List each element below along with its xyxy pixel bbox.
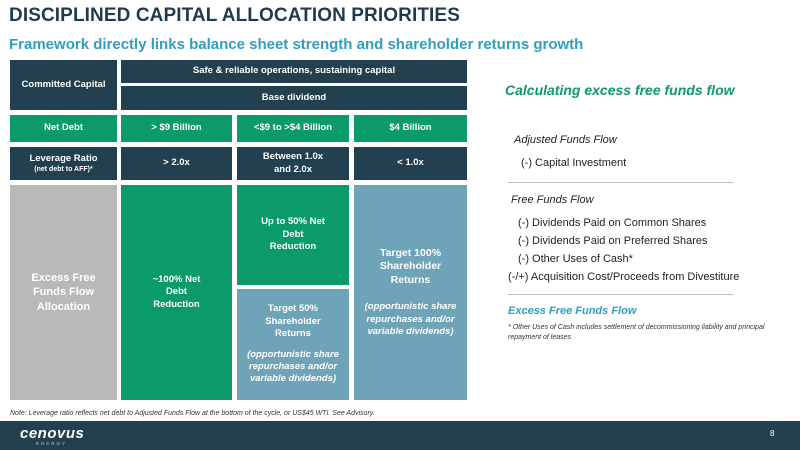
footer-bar <box>0 421 800 450</box>
dividends-common: (-) Dividends Paid on Common Shares <box>518 217 707 229</box>
dividends-preferred: (-) Dividends Paid on Preferred Shares <box>518 235 708 247</box>
other-uses-footnote: * Other Uses of Cash includes settlement… <box>508 324 765 341</box>
other-uses-of-cash: (-) Other Uses of Cash* <box>518 253 633 265</box>
base-dividend-bar: Base dividend <box>121 86 467 110</box>
alloc-up-to-50-net-debt: Up to 50% Net Debt Reduction <box>237 185 349 285</box>
net-debt-tier-2: <$9 to >$4 Billion <box>237 115 349 142</box>
capital-investment: (-) Capital Investment <box>521 157 627 169</box>
leverage-tier-1: > 2.0x <box>121 147 232 180</box>
leverage-note: Note: Leverage ratio reflects net debt t… <box>10 410 375 417</box>
leverage-tier-2: Between 1.0x and 2.0x <box>237 147 349 180</box>
acquisition-cost: (-/+) Acquisition Cost/Proceeds from Div… <box>508 271 740 283</box>
excess-free-funds-flow: Excess Free Funds Flow <box>508 305 637 317</box>
page-subtitle: Framework directly links balance sheet s… <box>9 36 584 53</box>
alloc-target-100-note: (opportunistic share repurchases and/or … <box>364 301 457 338</box>
net-debt-label: Net Debt <box>10 115 117 142</box>
leverage-tier-3: < 1.0x <box>354 147 467 180</box>
leverage-ratio-text: Leverage Ratio <box>29 152 98 164</box>
divider-1 <box>508 182 734 183</box>
alloc-target-100-returns: Target 100% Shareholder Returns (opportu… <box>354 185 467 400</box>
page-title: DISCIPLINED CAPITAL ALLOCATION PRIORITIE… <box>9 5 460 26</box>
leverage-ratio-subtext: (net debt to AFF)* <box>34 166 93 174</box>
net-debt-tier-1: > $9 Billion <box>121 115 232 142</box>
committed-capital-label: Committed Capital <box>10 60 117 110</box>
alloc-target-50-text: Target 50% Shareholder Returns <box>265 303 321 340</box>
cenovus-logo-sub: ENERGY <box>36 441 68 446</box>
free-funds-flow: Free Funds Flow <box>511 194 594 206</box>
adjusted-funds-flow: Adjusted Funds Flow <box>514 134 617 146</box>
leverage-ratio-label: Leverage Ratio (net debt to AFF)* <box>10 147 117 180</box>
alloc-target-100-text: Target 100% Shareholder Returns <box>379 246 442 286</box>
net-debt-tier-3: $4 Billion <box>354 115 467 142</box>
calc-title: Calculating excess free funds flow <box>505 82 735 98</box>
alloc-target-50-returns: Target 50% Shareholder Returns (opportun… <box>237 289 349 400</box>
alloc-net-debt-reduction: ~100% Net Debt Reduction <box>121 185 232 400</box>
divider-2 <box>508 294 734 295</box>
alloc-target-50-note: (opportunistic share repurchases and/or … <box>247 348 339 385</box>
page-number: 8 <box>770 429 775 438</box>
cenovus-logo: cenovus <box>20 425 85 442</box>
safe-ops-bar: Safe & reliable operations, sustaining c… <box>121 60 467 83</box>
excess-allocation-label: Excess Free Funds Flow Allocation <box>10 185 117 400</box>
